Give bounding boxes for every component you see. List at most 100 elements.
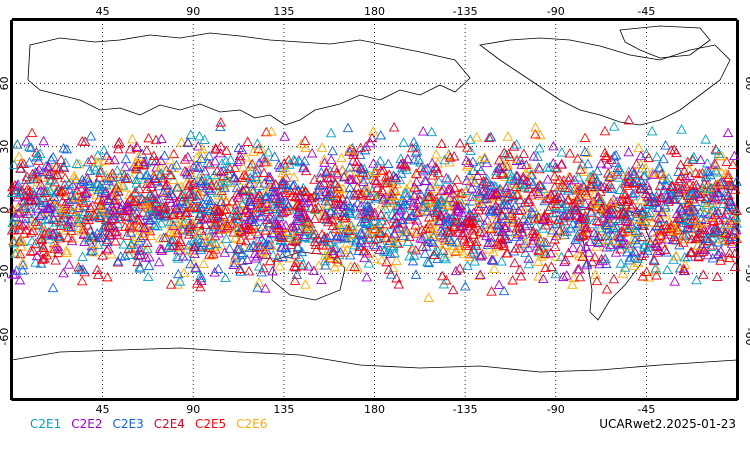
observation-triangle-icon (556, 146, 568, 157)
observation-triangle-icon (263, 217, 275, 228)
observation-triangle-icon (510, 181, 522, 191)
observation-triangle-icon (530, 122, 541, 132)
observation-triangle-icon (381, 256, 392, 267)
observation-triangle-icon (723, 190, 734, 200)
observation-triangle-icon (544, 161, 556, 172)
observation-triangle-icon (58, 212, 70, 223)
observation-triangle-icon (254, 202, 266, 212)
observation-triangle-icon (460, 280, 471, 291)
observation-triangle-icon (601, 258, 612, 268)
observation-triangle-icon (129, 187, 141, 197)
observation-triangle-icon (528, 151, 540, 161)
observation-triangle-icon (320, 209, 331, 219)
bottom-tick-labels: 45 90 135 180 -135 -90 -45 (96, 403, 656, 416)
observation-triangle-icon (276, 241, 287, 252)
observation-triangle-icon (365, 137, 376, 148)
observation-triangle-icon (691, 274, 702, 285)
observation-triangle-icon (273, 209, 284, 219)
observation-triangle-icon (292, 242, 304, 252)
observation-triangle-icon (700, 185, 711, 196)
observation-triangle-icon (104, 205, 115, 215)
observation-triangle-icon (580, 241, 592, 251)
observation-triangle-icon (622, 176, 634, 186)
observation-triangle-icon (77, 251, 88, 261)
observation-triangle-icon (136, 148, 148, 159)
observation-triangle-icon (712, 249, 724, 259)
observation-triangle-icon (171, 218, 183, 228)
observation-triangle-icon (667, 234, 679, 245)
observation-triangle-icon (682, 230, 694, 241)
observation-triangle-icon (46, 163, 58, 174)
observation-triangle-icon (638, 183, 650, 194)
observation-triangle-icon (391, 210, 402, 220)
observation-triangle-icon (497, 168, 509, 178)
observation-triangle-icon (140, 252, 152, 262)
observation-triangle-icon (382, 227, 393, 238)
observation-triangle-icon (423, 191, 434, 202)
observation-triangle-icon (41, 249, 53, 260)
observation-triangle-icon (614, 184, 626, 194)
observation-triangle-icon (519, 181, 530, 192)
observation-triangle-icon (534, 163, 545, 174)
observation-triangle-icon (591, 176, 602, 187)
observation-triangle-icon (537, 223, 548, 233)
observation-triangle-icon (552, 214, 564, 224)
observation-triangle-icon (402, 236, 414, 247)
observation-triangle-icon (408, 250, 420, 260)
observation-triangle-icon (246, 223, 257, 234)
observation-triangle-icon (626, 202, 637, 212)
observation-triangle-icon (563, 171, 575, 182)
observation-triangle-icon (165, 188, 177, 198)
observation-triangle-icon (579, 146, 591, 156)
observation-triangle-icon (698, 269, 709, 279)
observation-triangle-icon (262, 199, 273, 210)
observation-triangle-icon (160, 205, 172, 215)
observation-triangle-icon (461, 202, 472, 213)
observation-triangle-icon (516, 204, 527, 214)
observation-triangle-icon (451, 174, 463, 184)
observation-triangle-icon (648, 232, 660, 243)
observation-triangle-icon (232, 156, 244, 166)
observation-triangle-icon (525, 176, 536, 186)
observation-triangle-icon (563, 193, 574, 204)
observation-triangle-icon (491, 187, 502, 197)
observation-triangle-icon (550, 193, 562, 203)
observation-triangle-icon (461, 161, 473, 171)
observation-triangle-icon (383, 158, 394, 168)
observation-triangle-icon (195, 281, 206, 292)
observation-triangle-icon (313, 260, 325, 270)
observation-triangle-icon (682, 215, 693, 225)
observation-triangle-icon (229, 162, 241, 172)
observation-triangle-icon (487, 214, 498, 225)
observation-triangle-icon (632, 238, 643, 248)
observation-triangle-icon (572, 264, 584, 274)
observation-triangle-icon (26, 235, 38, 246)
observation-triangle-icon (157, 173, 169, 183)
observation-triangle-icon (591, 215, 603, 225)
observation-triangle-icon (469, 177, 481, 187)
greenland-coastline (619, 25, 711, 59)
observation-triangle-icon (145, 230, 156, 240)
observation-triangle-icon (608, 273, 620, 284)
observation-triangle-icon (20, 224, 32, 235)
observation-triangle-icon (143, 260, 155, 271)
observation-triangle-icon (316, 142, 328, 152)
observation-triangle-icon (141, 201, 153, 212)
observation-triangle-icon (342, 122, 354, 133)
observation-triangle-icon (250, 171, 261, 181)
product-label: UCARwet2.2025-01-23 (599, 417, 736, 431)
observation-triangle-icon (355, 227, 366, 238)
observation-triangle-icon (722, 179, 734, 190)
observation-triangle-icon (693, 232, 705, 243)
observation-triangle-icon (141, 183, 153, 193)
observation-triangle-icon (438, 278, 450, 289)
observation-triangle-icon (398, 137, 409, 147)
observation-triangle-icon (499, 222, 511, 232)
observation-triangle-icon (551, 198, 563, 209)
observation-triangle-icon (444, 152, 456, 162)
observation-triangle-icon (108, 213, 120, 223)
observation-triangle-icon (299, 135, 311, 145)
observation-triangle-icon (651, 151, 663, 162)
bottom-tick-label: 180 (364, 403, 385, 416)
observation-triangle-icon (49, 176, 61, 187)
